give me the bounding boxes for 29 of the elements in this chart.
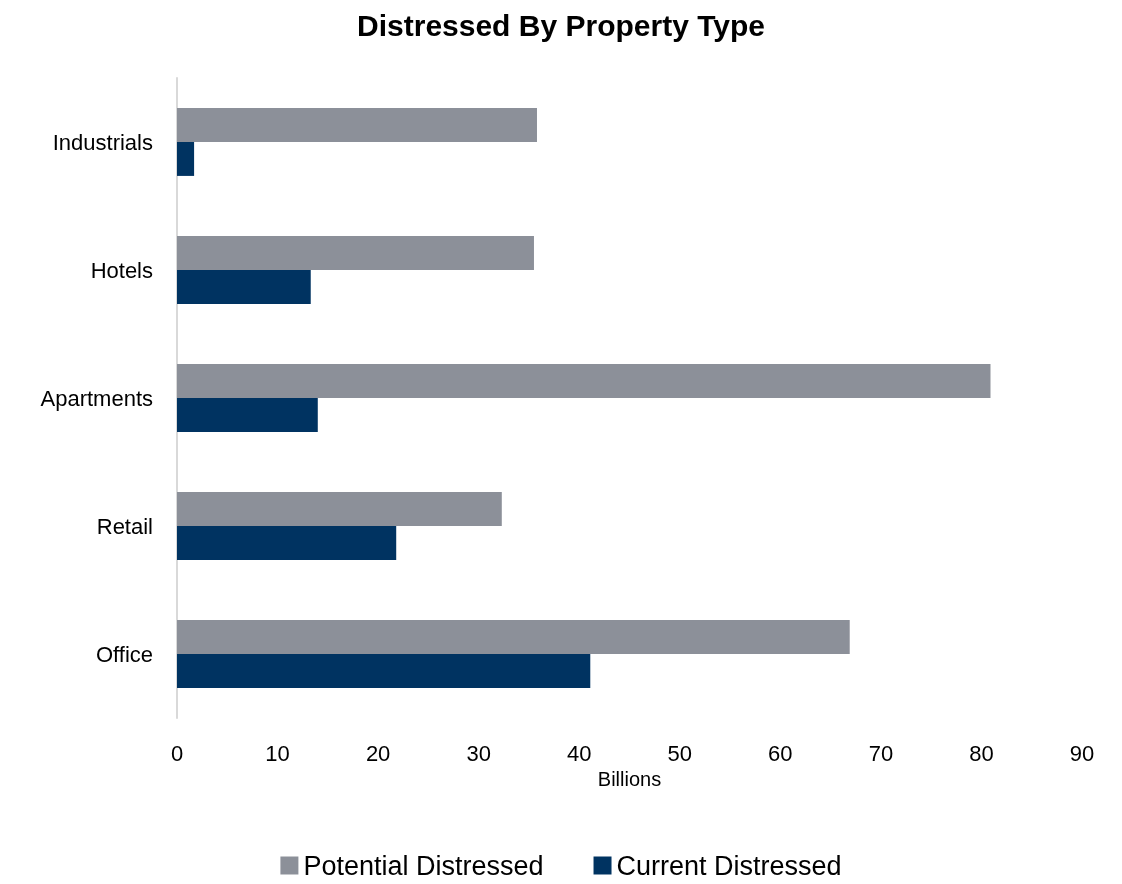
bar — [177, 364, 991, 398]
bar — [177, 526, 397, 560]
y-tick-label: Apartments — [40, 385, 153, 411]
legend-label: Potential Distressed — [303, 850, 544, 881]
bar — [177, 620, 850, 654]
y-tick-label: Office — [95, 641, 153, 667]
x-tick-label: 50 — [667, 740, 693, 766]
chart-title: Distressed By Property Type — [357, 8, 765, 42]
bar — [177, 236, 534, 270]
y-tick-label: Industrials — [52, 129, 153, 155]
x-tick-label: 60 — [768, 740, 793, 766]
y-tick-label: Hotels — [90, 257, 153, 283]
x-tick-label: 80 — [969, 740, 994, 766]
bar — [177, 108, 537, 142]
bar — [177, 492, 502, 526]
x-tick-label: 90 — [1069, 740, 1095, 766]
x-tick-label: 10 — [265, 740, 290, 766]
x-tick-label: 40 — [566, 740, 592, 766]
y-tick-label: Retail — [96, 513, 153, 539]
x-axis-title: Billions — [597, 767, 662, 790]
x-tick-label: 20 — [365, 740, 391, 766]
bar — [177, 398, 318, 432]
bar — [177, 654, 591, 688]
legend-label: Current Distressed — [616, 850, 842, 881]
x-tick-label: 70 — [868, 740, 894, 766]
bar — [177, 270, 311, 304]
bar — [177, 142, 195, 176]
x-tick-label: 30 — [466, 740, 491, 766]
x-tick-label: 0 — [170, 740, 184, 766]
